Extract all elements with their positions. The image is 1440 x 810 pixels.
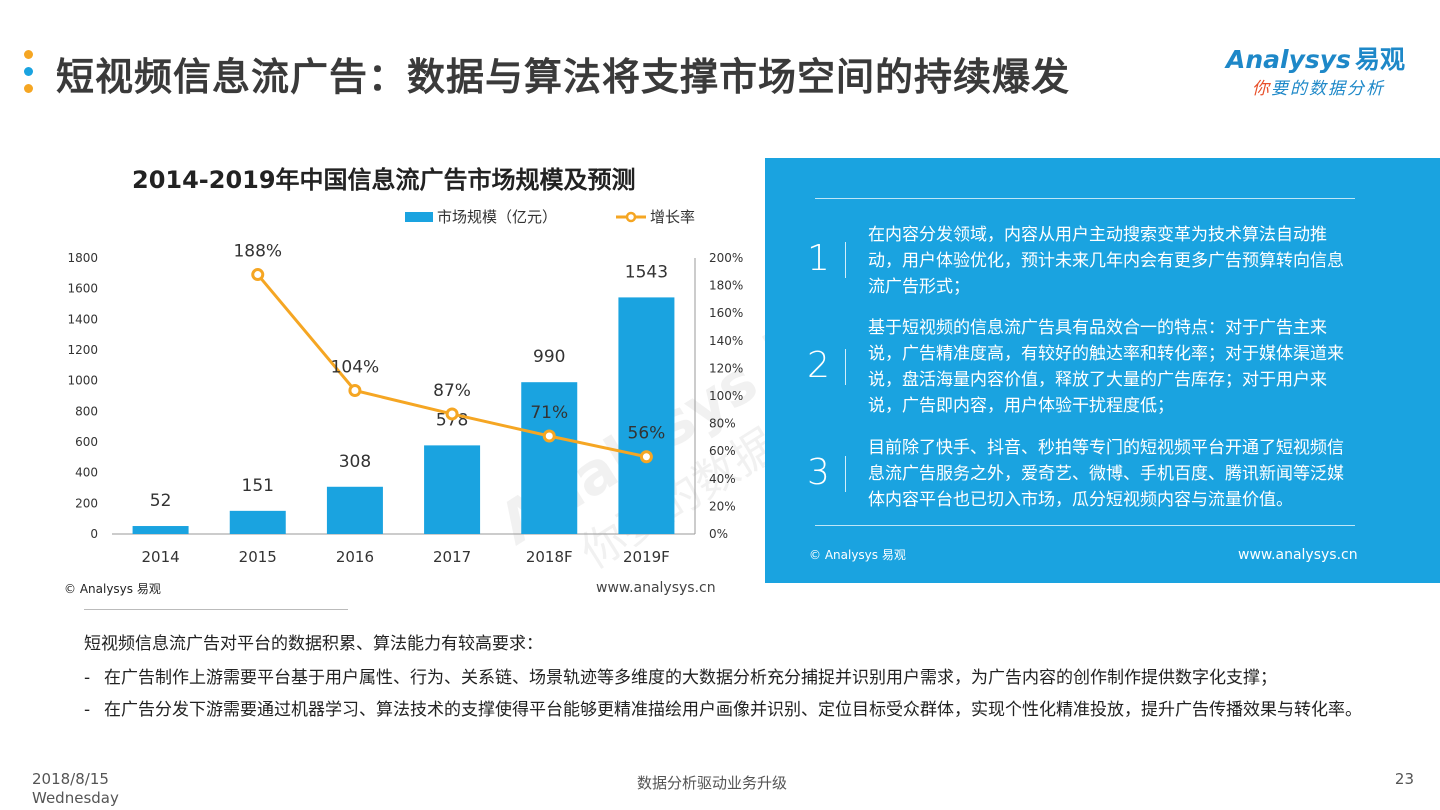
body-bullet-text-1: 在广告制作上游需要平台基于用户属性、行为、关系链、场景轨迹等多维度的大数据分析充… xyxy=(104,668,1277,688)
footer-date-value: 2018/8/15 xyxy=(32,770,109,788)
bar-value-label: 151 xyxy=(242,476,274,496)
analysys-logo: Analysys 易观 你要的数据分析 xyxy=(1226,40,1406,100)
title-dot-3 xyxy=(24,84,33,93)
panel-bottom-rule xyxy=(815,525,1355,526)
x-tick-label: 2016 xyxy=(336,548,374,566)
growth-value-label: 87% xyxy=(433,381,471,401)
bar-2018F xyxy=(521,382,578,534)
page-number: 23 xyxy=(1394,770,1414,788)
legend-line-label: 增长率 xyxy=(650,208,695,226)
y-tick-label: 1200 xyxy=(67,343,98,357)
footer-slogan: 数据分析驱动业务升级 xyxy=(637,774,788,792)
body-bullet-1: - 在广告制作上游需要平台基于用户属性、行为、关系链、场景轨迹等多维度的大数据分析… xyxy=(84,664,1384,692)
bullet-dash: - xyxy=(84,700,91,720)
bar-2015 xyxy=(229,510,286,534)
bar-2016 xyxy=(326,486,383,534)
y2-tick-label: 100% xyxy=(709,389,743,403)
growth-point-2018F xyxy=(542,429,556,443)
y2-tick-label: 200% xyxy=(709,251,743,265)
x-tick-label: 2014 xyxy=(141,548,179,566)
x-tick-label: 2018F xyxy=(526,548,573,566)
x-tick-label: 2019F xyxy=(623,548,670,566)
body-intro: 短视频信息流广告对平台的数据积累、算法能力有较高要求： xyxy=(84,634,543,654)
y-tick-label: 800 xyxy=(75,404,98,418)
x-tick-label: 2017 xyxy=(433,548,471,566)
logo-tagline: 你要的数据分析 xyxy=(1252,74,1385,99)
legend-bar-label: 市场规模（亿元） xyxy=(437,208,557,226)
growth-value-label: 104% xyxy=(331,357,380,377)
y-tick-label: 1400 xyxy=(67,312,98,326)
market-size-chart: 0 200 400 600 800 1000 1200 1400 1600 1800 0% 20% 40… xyxy=(67,208,743,566)
logo-tagline-rest: 要的数据分析 xyxy=(1271,79,1385,99)
y2-tick-label: 0% xyxy=(709,527,728,541)
y2-tick-label: 40% xyxy=(709,472,736,486)
y2-tick-label: 60% xyxy=(709,444,736,458)
x-tick-label: 2015 xyxy=(239,548,277,566)
y-tick-label: 0 xyxy=(90,527,98,541)
logo-tagline-first: 你 xyxy=(1252,79,1271,99)
growth-value-label: 188% xyxy=(233,242,282,262)
bar-value-label: 1543 xyxy=(625,262,668,282)
insight-text-1: 在内容分发领域，内容从用户主动搜索变革为技术算法自动推动，用户体验优化，预计未来… xyxy=(868,225,1344,297)
growth-value-label: 71% xyxy=(530,403,568,423)
chart-url[interactable]: www.analysys.cn xyxy=(596,580,716,596)
y-tick-label: 200 xyxy=(75,496,98,510)
bar-2017 xyxy=(424,445,481,534)
title-dots xyxy=(24,50,36,101)
y2-tick-label: 20% xyxy=(709,499,736,513)
chart-source: © Analysys 易观 xyxy=(64,582,161,596)
y2-tick-label: 120% xyxy=(709,361,743,375)
legend-bar-swatch xyxy=(405,212,433,222)
body-text: 短视频信息流广告对平台的数据积累、算法能力有较高要求： - 在广告制作上游需要平台… xyxy=(84,630,1384,728)
separator-line xyxy=(84,609,348,610)
growth-value-label: 56% xyxy=(628,424,666,444)
bullet-dash: - xyxy=(84,668,91,688)
insight-divider-1 xyxy=(845,242,846,278)
y2-tick-label: 140% xyxy=(709,334,743,348)
body-bullet-2: - 在广告分发下游需要通过机器学习、算法技术的支撑使得平台能够更精准描绘用户画像并… xyxy=(84,696,1384,724)
insight-text-2: 基于短视频的信息流广告具有品效合一的特点：对于广告主来说，广告精准度高，有较好的… xyxy=(868,318,1344,416)
insight-number-3: 3 xyxy=(807,452,830,493)
y-tick-label: 1800 xyxy=(67,251,98,265)
bar-value-label: 52 xyxy=(150,491,172,511)
panel-url[interactable]: www.analysys.cn xyxy=(1238,547,1358,563)
y2-tick-label: 80% xyxy=(709,417,736,431)
title-dot-2 xyxy=(24,67,33,76)
insight-divider-3 xyxy=(845,456,846,492)
panel-source: © Analysys 易观 xyxy=(809,548,906,562)
growth-point-2017 xyxy=(445,407,459,421)
y-tick-label: 400 xyxy=(75,466,98,480)
y-tick-label: 600 xyxy=(75,435,98,449)
chart-title: 2014-2019年中国信息流广告市场规模及预测 xyxy=(132,166,636,194)
bar-value-label: 990 xyxy=(533,347,565,367)
bar-value-label: 308 xyxy=(339,452,371,472)
title-dot-1 xyxy=(24,50,33,59)
y-tick-label: 1000 xyxy=(67,374,98,388)
insight-number-2: 2 xyxy=(807,345,830,386)
insight-number-1: 1 xyxy=(807,238,830,279)
insight-text-3: 目前除了快手、抖音、秒拍等专门的短视频平台开通了短视频信息流广告服务之外，爱奇艺… xyxy=(868,438,1344,510)
y-tick-label: 1600 xyxy=(67,282,98,296)
growth-point-2016 xyxy=(348,383,362,397)
page-title: 短视频信息流广告：数据与算法将支撑市场空间的持续爆发 xyxy=(56,55,1071,99)
logo-brand-en: Analysys xyxy=(1226,45,1351,74)
growth-point-2015 xyxy=(251,268,265,282)
bar-2019F xyxy=(618,297,675,534)
logo-brand: Analysys 易观 xyxy=(1226,40,1405,76)
footer-weekday: Wednesday xyxy=(32,789,119,807)
legend-line-marker xyxy=(625,211,637,223)
insight-divider-2 xyxy=(845,349,846,385)
panel-top-rule xyxy=(815,198,1355,199)
bar-2014 xyxy=(132,526,189,534)
body-bullet-text-2: 在广告分发下游需要通过机器学习、算法技术的支撑使得平台能够更精准描绘用户画像并识… xyxy=(104,700,1362,720)
y2-tick-label: 180% xyxy=(709,279,743,293)
y2-tick-label: 160% xyxy=(709,306,743,320)
logo-brand-cn: 易观 xyxy=(1354,45,1405,74)
footer-date: 2018/8/15 Wednesday xyxy=(32,770,119,808)
insight-panel: 1 在内容分发领域，内容从用户主动搜索变革为技术算法自动推动，用户体验优化，预计… xyxy=(765,158,1440,583)
growth-point-2019F xyxy=(639,450,653,464)
